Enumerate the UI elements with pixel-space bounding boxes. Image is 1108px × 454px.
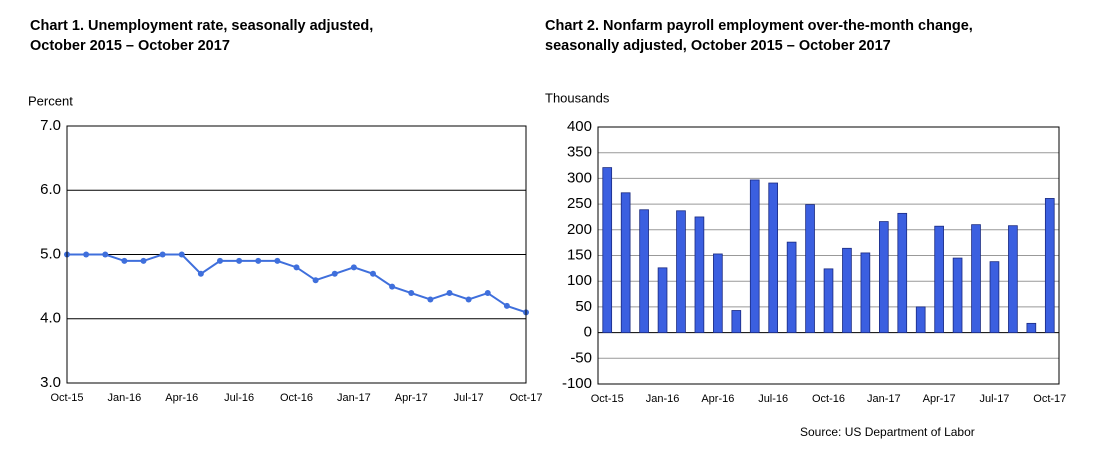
- y-tick-label: 300: [567, 169, 592, 186]
- point: [83, 251, 90, 258]
- x-tick-label: Apr-16: [165, 392, 198, 404]
- x-tick-label: Apr-17: [923, 393, 956, 405]
- bar: [1026, 322, 1037, 333]
- point: [140, 257, 147, 264]
- point: [465, 296, 472, 303]
- point: [159, 251, 166, 258]
- bar: [805, 204, 815, 333]
- x-tick-label: Apr-16: [701, 393, 734, 405]
- x-tick-label: Jul-16: [758, 393, 788, 405]
- point: [503, 302, 510, 309]
- x-tick-label: Oct-16: [812, 393, 845, 405]
- point: [236, 257, 243, 264]
- y-tick-label: 400: [567, 118, 592, 135]
- bar: [749, 179, 760, 334]
- plot-frame: [66, 125, 527, 384]
- bar: [657, 267, 668, 333]
- bar: [897, 212, 908, 334]
- point: [217, 257, 223, 264]
- bar: [786, 241, 797, 333]
- y-tick-label: -50: [570, 349, 592, 366]
- bar: [842, 247, 852, 333]
- bar: [676, 210, 686, 333]
- y-tick-label: 100: [567, 272, 592, 289]
- point: [331, 270, 338, 277]
- point: [370, 270, 376, 277]
- y-tick-label: 5.0: [40, 245, 61, 262]
- bar: [878, 221, 889, 334]
- y-tick-label: 150: [567, 246, 592, 263]
- plot-frame: [597, 126, 1060, 385]
- point: [312, 277, 319, 284]
- source-note: Source: US Department of Labor: [800, 425, 975, 439]
- chart-title: Chart 2. Nonfarm payroll employment over…: [545, 18, 973, 34]
- y-tick-label: 4.0: [40, 310, 61, 327]
- bar: [971, 224, 981, 334]
- bar: [731, 310, 742, 333]
- line: [67, 253, 527, 314]
- y-tick-label: -100: [562, 375, 592, 392]
- y-tick-label: 50: [575, 298, 592, 315]
- point: [102, 251, 109, 258]
- x-tick-label: Apr-17: [395, 392, 428, 404]
- bar: [915, 306, 926, 333]
- point: [255, 257, 262, 264]
- point: [408, 290, 415, 297]
- bar: [1008, 225, 1018, 334]
- x-tick-label: Oct-16: [280, 392, 313, 404]
- y-axis-label: Thousands: [545, 90, 610, 105]
- x-tick-label: Jan-17: [337, 392, 371, 404]
- point: [178, 251, 185, 258]
- chart-title: October 2015 – October 2017: [30, 38, 230, 54]
- y-tick-label: 250: [567, 195, 592, 212]
- bar: [860, 252, 871, 333]
- bar: [823, 268, 834, 334]
- y-tick-label: 6.0: [40, 181, 61, 198]
- point: [274, 257, 281, 264]
- x-tick-label: Oct-15: [50, 392, 83, 404]
- x-tick-label: Oct-15: [591, 393, 624, 405]
- chart-title: Chart 1. Unemployment rate, seasonally a…: [30, 18, 373, 34]
- bar: [694, 216, 705, 333]
- chart-title: seasonally adjusted, October 2015 – Octo…: [545, 38, 891, 54]
- bar: [620, 192, 631, 334]
- point: [446, 290, 453, 297]
- x-tick-label: Jan-16: [108, 392, 142, 404]
- point: [197, 270, 204, 277]
- y-tick-label: 7.0: [40, 117, 61, 134]
- x-tick-label: Jul-16: [224, 392, 254, 404]
- point: [293, 264, 300, 271]
- x-tick-label: Jan-16: [646, 393, 680, 405]
- y-tick-label: 3.0: [40, 374, 61, 391]
- y-tick-label: 350: [567, 144, 592, 161]
- point: [484, 290, 491, 297]
- bar: [934, 225, 944, 333]
- bar: [989, 261, 1000, 333]
- y-axis-label: Percent: [28, 93, 73, 108]
- y-tick-label: 0: [584, 324, 592, 341]
- x-tick-label: Jul-17: [454, 392, 484, 404]
- y-tick-label: 200: [567, 221, 592, 238]
- x-tick-label: Oct-17: [509, 392, 542, 404]
- bar: [639, 209, 649, 333]
- bar: [768, 182, 779, 334]
- point: [389, 283, 396, 290]
- point: [121, 257, 128, 264]
- x-tick-label: Jul-17: [979, 393, 1009, 405]
- point: [350, 264, 357, 271]
- bar: [602, 167, 613, 334]
- x-tick-label: Oct-17: [1033, 393, 1066, 405]
- bar: [1044, 198, 1055, 334]
- bar: [713, 253, 723, 333]
- bar: [952, 257, 963, 334]
- x-tick-label: Jan-17: [867, 393, 901, 405]
- point: [427, 296, 434, 303]
